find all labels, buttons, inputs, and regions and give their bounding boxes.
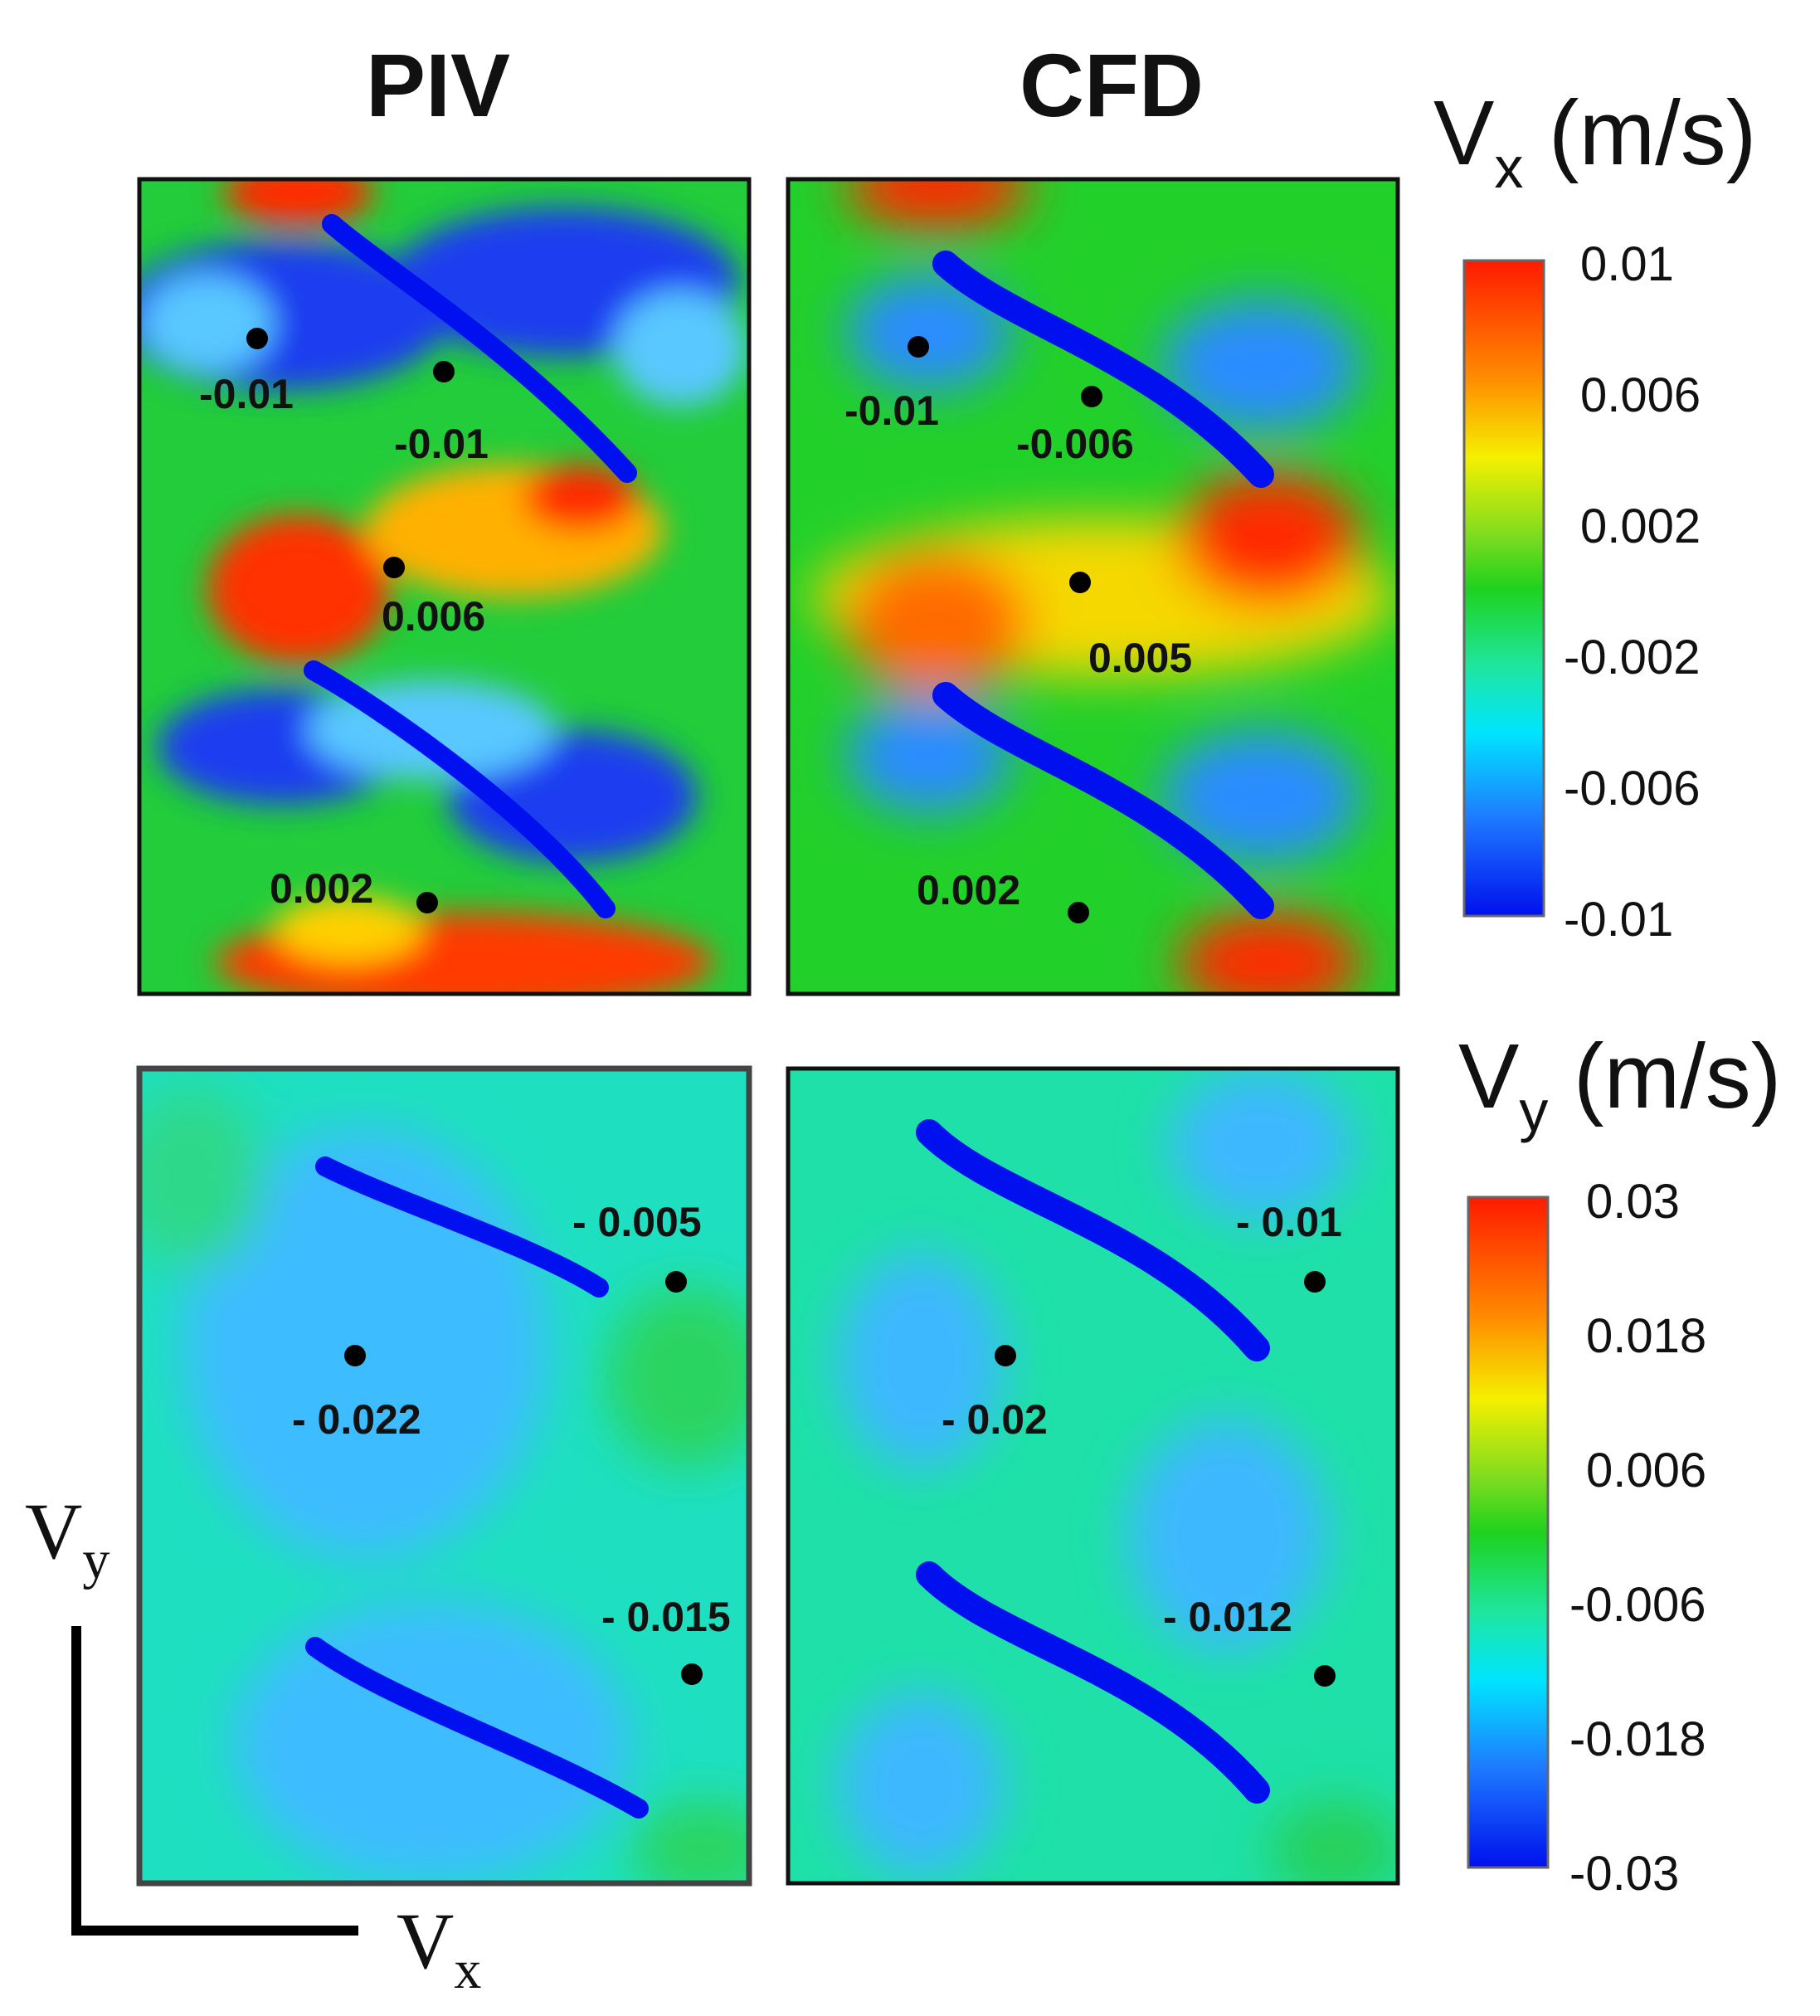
data-point-marker	[1314, 1665, 1336, 1687]
data-point-label: - 0.012	[1163, 1594, 1292, 1640]
colorbar-vy-title-main: V	[1458, 1025, 1519, 1127]
blade-1	[315, 1157, 609, 1298]
panel-piv-vx-frame	[137, 177, 752, 996]
colorbar-vy-title-unit: (m/s)	[1548, 1025, 1781, 1127]
colorbar-vy-title-sub: y	[1519, 1079, 1548, 1143]
data-point-marker	[1068, 902, 1089, 923]
colorbar-vx-tick: 0.01	[1580, 237, 1674, 291]
field-blob	[838, 1253, 1004, 1468]
field-blob	[141, 274, 274, 373]
field-blob	[224, 179, 373, 226]
colorbar-vx-tick: -0.01	[1564, 893, 1673, 947]
field-blob	[1178, 913, 1360, 994]
axes-indicator-vx-sub: x	[454, 1940, 481, 2000]
panel-cfd-vy-frame	[786, 1066, 1400, 1886]
colorbar-vx-title: Vx (m/s)	[1433, 82, 1756, 200]
axes-indicator-vx: Vx	[397, 1897, 481, 2000]
colorbar-vx-tick: -0.006	[1564, 762, 1700, 816]
data-point-label: - 0.01	[1236, 1199, 1342, 1245]
data-point-marker	[416, 892, 438, 913]
data-point-label: 0.002	[270, 865, 373, 912]
colorbar-vx-title-unit: (m/s)	[1523, 82, 1756, 184]
data-point-label: -0.01	[199, 371, 294, 417]
data-point-marker	[1081, 386, 1102, 407]
field-blob	[139, 1087, 265, 1269]
axes-indicator-vy-main: V	[25, 1487, 82, 1575]
blade-1	[322, 214, 637, 483]
field-blob	[838, 1692, 1004, 1875]
axes-indicator-vy: Vy	[25, 1487, 109, 1590]
panel-cfd-vy	[788, 1069, 1398, 1883]
axes-indicator-vy-sub: y	[82, 1530, 109, 1590]
blade-2	[916, 1561, 1270, 1804]
data-point-label: - 0.02	[942, 1396, 1048, 1443]
data-point-label: -0.01	[394, 421, 489, 467]
field-blob	[1170, 1070, 1352, 1220]
colorbar-vy-tick: 0.03	[1586, 1175, 1680, 1229]
field-blob	[274, 896, 423, 962]
data-point-label: -0.006	[1016, 421, 1134, 467]
colorbar-vy-title: Vy (m/s)	[1458, 1025, 1781, 1143]
data-point-marker	[665, 1271, 687, 1293]
colorbar-vy-tick: -0.03	[1569, 1847, 1679, 1901]
blade-2	[304, 660, 616, 918]
column-title-cfd: CFD	[1019, 35, 1204, 135]
field-blob	[523, 465, 639, 531]
field-blob	[1161, 299, 1360, 431]
field-blob	[1161, 730, 1360, 863]
panel-cfd-vx	[788, 179, 1398, 994]
data-point-label: - 0.022	[292, 1396, 421, 1443]
panel-cfd-vx-frame	[786, 177, 1400, 996]
data-point-marker	[681, 1663, 703, 1685]
field-blob	[846, 552, 1029, 693]
colorbar-vy-tick: -0.006	[1569, 1578, 1706, 1632]
data-point-marker	[995, 1345, 1016, 1366]
data-point-marker	[383, 557, 405, 578]
field-blob	[614, 290, 747, 407]
axes-indicator-vx-main: V	[397, 1897, 454, 1985]
data-point-label: -0.01	[844, 387, 939, 434]
blade-1	[932, 251, 1274, 488]
field-blob	[1128, 1419, 1327, 1651]
panel-piv-vy-frame	[136, 1065, 752, 1887]
field-blob	[1178, 473, 1360, 606]
data-point-marker	[1304, 1271, 1326, 1293]
colorbar-vx-title-main: V	[1433, 82, 1494, 184]
data-point-label: 0.002	[917, 867, 1020, 913]
data-point-marker	[433, 361, 455, 382]
colorbar-vy-tick: 0.018	[1586, 1309, 1706, 1363]
field-blob	[846, 179, 1029, 228]
data-point-label: 0.005	[1088, 635, 1192, 681]
field-blob	[846, 274, 1012, 390]
data-point-marker	[1069, 572, 1091, 593]
colorbar-vy-tick: 0.006	[1586, 1444, 1706, 1497]
field-blob	[182, 1128, 547, 1560]
data-point-marker	[344, 1345, 366, 1366]
colorbar-vx-title-sub: x	[1494, 135, 1523, 200]
colorbar-vx-tick: -0.002	[1564, 631, 1700, 684]
axes-indicator-lines	[71, 1626, 358, 1936]
data-point-marker	[908, 336, 929, 358]
panel-piv-vx	[139, 179, 749, 994]
colorbar-vx-tick: 0.006	[1580, 368, 1701, 422]
column-title-piv: PIV	[366, 35, 510, 135]
field-blob	[630, 1800, 749, 1883]
field-blob	[606, 1286, 749, 1468]
field-blob	[1269, 1800, 1398, 1883]
blade-2	[932, 682, 1274, 919]
field-blob	[232, 1601, 630, 1883]
data-point-label: - 0.005	[572, 1199, 702, 1245]
panel-piv-vy	[139, 1069, 749, 1883]
field-blob	[207, 514, 390, 664]
data-point-label: - 0.015	[601, 1594, 731, 1640]
data-point-label: 0.006	[382, 593, 485, 640]
colorbar-vx-gradient	[1462, 259, 1545, 918]
colorbar-vy-tick: -0.018	[1569, 1712, 1706, 1766]
blade-2	[305, 1637, 649, 1819]
blade-1	[916, 1119, 1270, 1361]
data-point-marker	[246, 328, 268, 349]
colorbar-vy-gradient	[1467, 1195, 1550, 1869]
colorbar-vx-tick: 0.002	[1580, 499, 1701, 553]
